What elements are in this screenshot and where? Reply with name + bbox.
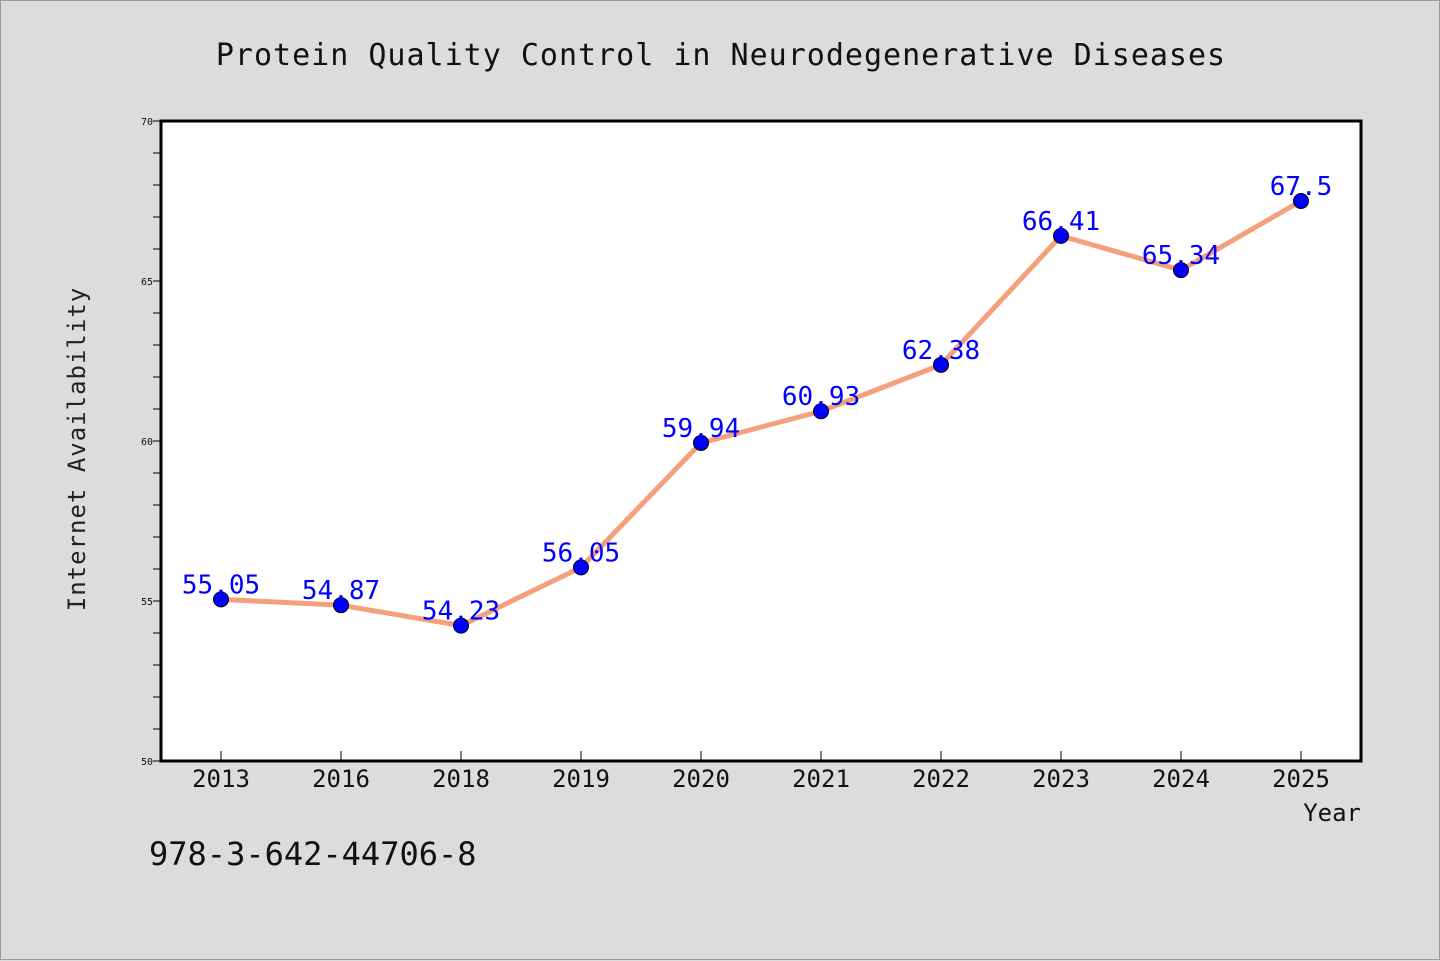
data-label: 66.41 bbox=[1022, 207, 1100, 237]
series-line-group bbox=[218, 198, 1304, 629]
x-tick-label: 2020 bbox=[672, 765, 730, 793]
y-tick-label: 60 bbox=[141, 437, 153, 448]
x-tick-label: 2022 bbox=[912, 765, 970, 793]
x-tick-label: 2019 bbox=[552, 765, 610, 793]
isbn-annotation: 978-3-642-44706-8 bbox=[149, 835, 477, 873]
plot-area bbox=[159, 119, 1363, 763]
data-label: 65.34 bbox=[1142, 241, 1220, 271]
x-tick-label: 2013 bbox=[192, 765, 250, 793]
data-point-marker bbox=[933, 356, 949, 373]
data-point-marker bbox=[453, 617, 469, 634]
data-point-marker bbox=[693, 434, 709, 451]
data-point-marker bbox=[1173, 262, 1189, 279]
marker-group bbox=[213, 193, 1309, 634]
x-tick-label: 2021 bbox=[792, 765, 850, 793]
data-point-marker bbox=[1293, 193, 1309, 209]
data-label: 59.94 bbox=[662, 414, 740, 444]
x-axis-label: Year bbox=[1303, 799, 1361, 827]
y-tick-label: 70 bbox=[141, 117, 153, 128]
y-tick-label: 55 bbox=[141, 597, 153, 608]
data-point-marker bbox=[1053, 227, 1069, 244]
chart-title: Protein Quality Control in Neurodegenera… bbox=[216, 38, 1226, 73]
data-point-marker bbox=[573, 559, 589, 576]
data-point-marker bbox=[333, 597, 349, 614]
data-label: 54.87 bbox=[302, 576, 380, 606]
data-label: 60.93 bbox=[782, 382, 860, 412]
y-tick-label: 50 bbox=[141, 757, 153, 768]
x-axis: 2013 2016 2018 2019 2020 2021 2022 2023 2024 2025 bbox=[192, 751, 1330, 793]
data-point-marker bbox=[813, 403, 829, 420]
x-tick-label: 2024 bbox=[1152, 765, 1210, 793]
data-point-marker bbox=[213, 591, 229, 608]
data-label: 67.5 bbox=[1270, 172, 1333, 202]
data-label: 56.05 bbox=[542, 538, 620, 568]
x-tick-label: 2018 bbox=[432, 765, 490, 793]
x-tick-label: 2023 bbox=[1032, 765, 1090, 793]
data-label: 62.38 bbox=[902, 336, 980, 366]
x-tick-label: 2025 bbox=[1272, 765, 1330, 793]
series-line bbox=[218, 198, 1304, 629]
y-axis-label: Internet Availability bbox=[63, 287, 91, 611]
data-label: 55.05 bbox=[182, 570, 260, 600]
x-tick-label: 2016 bbox=[312, 765, 370, 793]
data-label-group: 55.05 54.87 54.23 56.05 59.94 60.93 62.38 66.41… bbox=[182, 172, 1332, 627]
data-label: 54.23 bbox=[422, 597, 500, 627]
y-tick-label: 65 bbox=[141, 277, 153, 288]
y-axis: 50 55 60 65 70 bbox=[141, 117, 161, 768]
